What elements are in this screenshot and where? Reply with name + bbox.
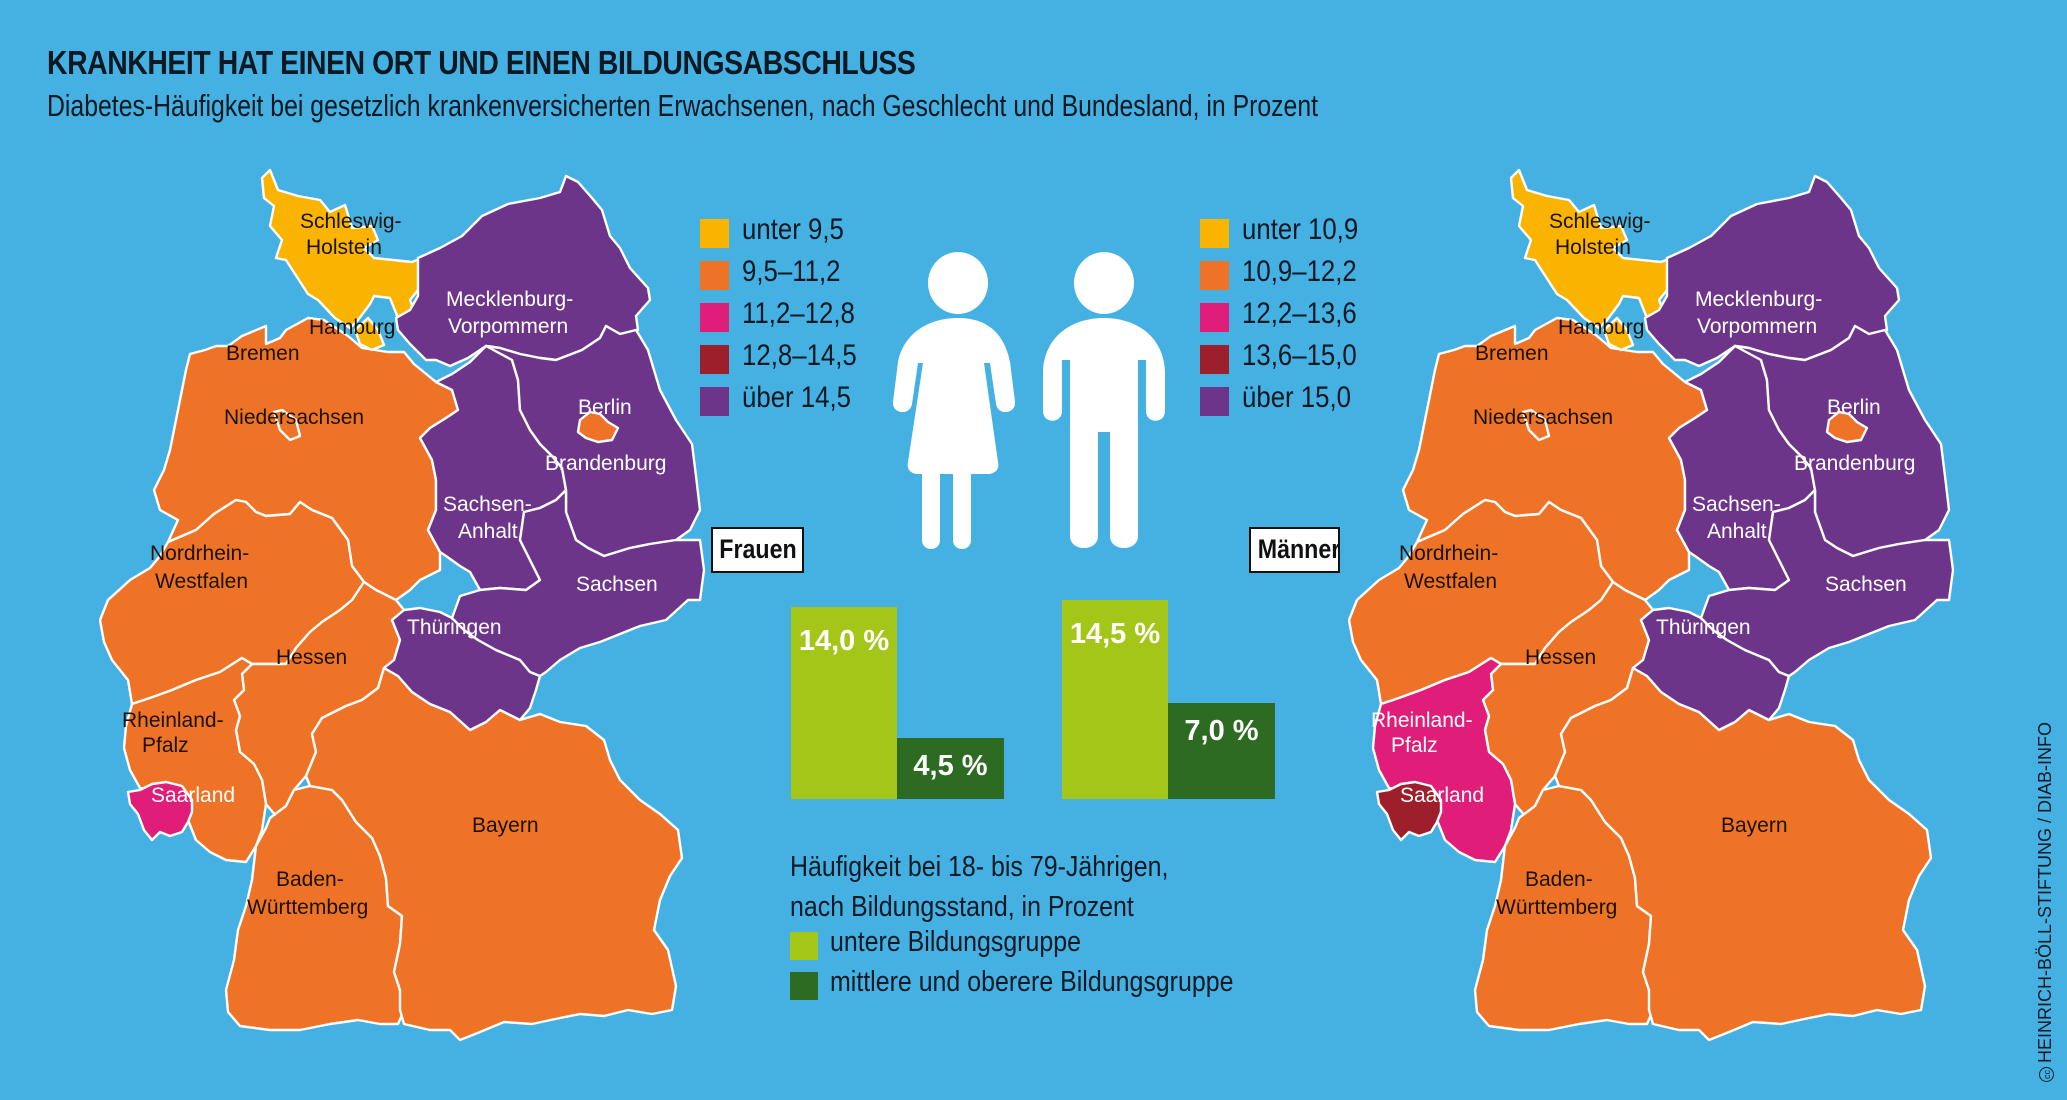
label-sl: Saarland: [1400, 784, 1484, 807]
legend-label: untere Bildungsgruppe: [830, 926, 1081, 958]
label-nw-1: Nordrhein-: [1399, 542, 1498, 565]
creative-commons-icon: cc: [2038, 1067, 2054, 1082]
legend-label: 13,6–15,0: [1242, 339, 1357, 372]
legend-swatch: [1200, 345, 1229, 374]
label-by: Bayern: [1721, 814, 1788, 837]
legend-label: unter 10,9: [1242, 213, 1359, 246]
education-note-line-1: Häufigkeit bei 18- bis 79-Jährigen,: [790, 851, 1169, 883]
legend-label: 12,2–13,6: [1242, 297, 1357, 330]
label-th: Thüringen: [407, 616, 502, 639]
label-hh: Hamburg: [1558, 316, 1644, 339]
man-figure-icon: [1043, 252, 1165, 548]
label-bw-1: Baden-: [276, 868, 344, 891]
label-st-2: Anhalt: [458, 520, 518, 543]
legend-label: 9,5–11,2: [742, 255, 841, 288]
label-sn: Sachsen: [576, 573, 658, 596]
bar-value-label: 7,0 %: [1184, 715, 1259, 747]
label-rp-1: Rheinland-: [1371, 709, 1473, 732]
label-bw-2: Württemberg: [247, 896, 368, 919]
label-hb: Bremen: [1475, 342, 1549, 365]
label-be: Berlin: [1827, 396, 1881, 419]
education-note: Häufigkeit bei 18- bis 79-Jährigen, nach…: [790, 847, 1168, 927]
frauen-label: Frauen: [719, 534, 797, 564]
label-th: Thüringen: [1656, 616, 1751, 639]
label-sh-1: Schleswig-: [1549, 210, 1651, 233]
legend-swatch: [790, 972, 818, 1000]
bar-value-label: 4,5 %: [913, 750, 988, 782]
label-sh-2: Holstein: [306, 236, 382, 259]
label-ni: Niedersachsen: [1473, 406, 1613, 429]
legend-swatch: [1200, 387, 1229, 416]
label-bw-1: Baden-: [1525, 868, 1593, 891]
legend-swatch: [790, 932, 818, 960]
legend-label: mittlere und oberere Bildungsgruppe: [830, 966, 1234, 998]
label-nw-2: Westfalen: [155, 570, 248, 593]
label-rp-2: Pfalz: [142, 734, 189, 757]
bar-maenner-mittlere: 7,0 %: [1168, 703, 1275, 799]
label-st-1: Sachsen-: [1692, 493, 1781, 516]
label-he: Hessen: [1525, 646, 1596, 669]
label-bb: Brandenburg: [545, 452, 666, 475]
credit-text: HEINRICH-BÖLL-STIFTUNG / DIAB-INFO: [2035, 721, 2055, 1063]
frauen-label-box: Frauen: [711, 527, 804, 573]
bar-value-label: 14,0 %: [798, 625, 890, 657]
label-sl: Saarland: [151, 784, 235, 807]
bar-frauen-untere: 14,0 %: [791, 607, 897, 799]
legend-swatch: [700, 219, 729, 248]
bar-frauen-mittlere: 4,5 %: [897, 738, 1004, 799]
page-subtitle: Diabetes-Häufigkeit bei gesetzlich krank…: [47, 88, 1319, 123]
label-he: Hessen: [276, 646, 347, 669]
legend-swatch: [1200, 219, 1229, 248]
label-mv-2: Vorpommern: [1697, 315, 1817, 338]
label-nw-2: Westfalen: [1404, 570, 1497, 593]
label-st-2: Anhalt: [1707, 520, 1767, 543]
label-rp-1: Rheinland-: [122, 709, 224, 732]
label-bw-2: Württemberg: [1496, 896, 1617, 919]
map-frauen: Schleswig- Holstein Hamburg Bremen Niede…: [98, 168, 706, 1042]
woman-figure-icon: [892, 252, 1016, 549]
legend-swatch: [1200, 303, 1229, 332]
label-be: Berlin: [578, 396, 632, 419]
bar-maenner-untere: 14,5 %: [1062, 600, 1168, 799]
bar-value-label: 14,5 %: [1069, 618, 1161, 650]
legend-label: über 14,5: [742, 381, 852, 414]
label-nw-1: Nordrhein-: [150, 542, 249, 565]
legend-label: über 15,0: [1242, 381, 1352, 414]
label-st-1: Sachsen-: [443, 493, 532, 516]
label-mv-1: Mecklenburg-: [446, 288, 573, 311]
label-bb: Brandenburg: [1794, 452, 1915, 475]
label-by: Bayern: [472, 814, 539, 837]
legend-swatch: [700, 387, 729, 416]
label-mv-1: Mecklenburg-: [1695, 288, 1822, 311]
label-rp-2: Pfalz: [1391, 734, 1438, 757]
legend-label: 11,2–12,8: [742, 297, 855, 330]
label-sn: Sachsen: [1825, 573, 1907, 596]
label-mv-2: Vorpommern: [448, 315, 568, 338]
label-hb: Bremen: [226, 342, 300, 365]
credit: cc HEINRICH-BÖLL-STIFTUNG / DIAB-INFO: [2035, 722, 2056, 1082]
map-maenner: Schleswig- Holstein Hamburg Bremen Niede…: [1347, 168, 1955, 1042]
legend-swatch: [700, 345, 729, 374]
label-hh: Hamburg: [309, 316, 395, 339]
legend-label: 10,9–12,2: [1242, 255, 1357, 288]
maenner-label-box: Männer: [1249, 527, 1340, 573]
legend-swatch: [700, 261, 729, 290]
legend-swatch: [700, 303, 729, 332]
legend-swatch: [1200, 261, 1229, 290]
label-sh-2: Holstein: [1555, 236, 1631, 259]
maenner-label: Männer: [1257, 534, 1341, 564]
legend-label: unter 9,5: [742, 213, 844, 246]
education-note-line-2: nach Bildungsstand, in Prozent: [790, 891, 1134, 923]
page-title: KRANKHEIT HAT EINEN ORT UND EINEN BILDUN…: [47, 44, 916, 81]
legend-label: 12,8–14,5: [742, 339, 857, 372]
label-ni: Niedersachsen: [224, 406, 364, 429]
label-sh-1: Schleswig-: [300, 210, 402, 233]
